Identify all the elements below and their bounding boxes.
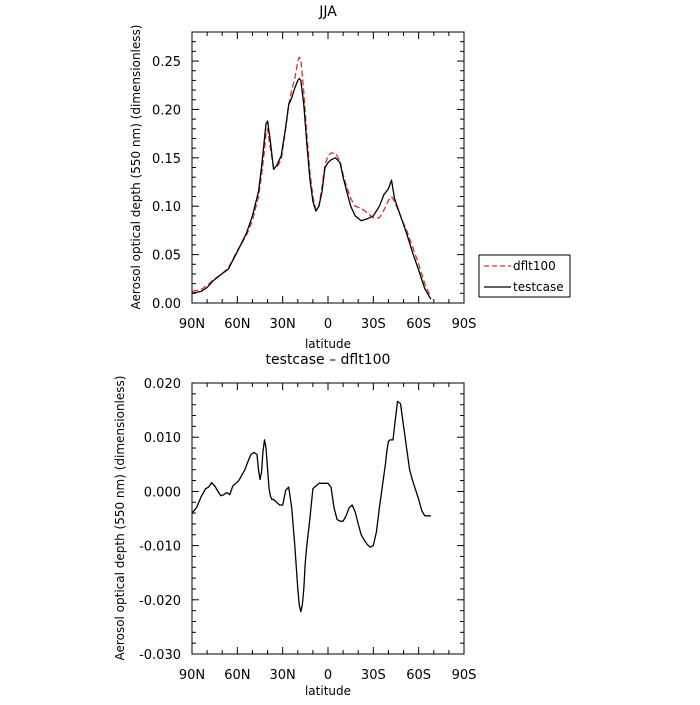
top-y-tick-label: 0.10 (152, 200, 181, 215)
top-series-line-dflt100 (191, 56, 432, 298)
top-series-line-testcase (191, 77, 432, 300)
bottom-x-axis-title: latitude (305, 684, 351, 698)
bottom-x-tick-label: 0 (324, 668, 332, 683)
bottom-x-tick-label: 30S (361, 668, 386, 683)
top-panel: JJA 90N 60N 30N 0 30S 60S 90S 0.00 0.05 0.10 0.15 0… (129, 4, 571, 351)
top-x-tick-label: 90N (179, 317, 205, 332)
bottom-y-tick-label: -0.030 (139, 648, 181, 663)
bottom-y-axis-title: Aerosol optical depth (550 nm) (dimensio… (113, 376, 127, 661)
bottom-axes: 90N 60N 30N 0 30S 60S 90S -0.030 -0.020 -0.010 0.0… (139, 377, 476, 683)
bottom-series-line-0 (191, 400, 431, 613)
bottom-x-tick-label: 90S (452, 668, 477, 683)
bottom-y-tick-label: 0.020 (144, 377, 181, 392)
bottom-y-tick-label: 0.000 (144, 485, 181, 500)
legend-label-dflt100: dflt100 (513, 259, 556, 273)
legend: dflt100 testcase (478, 254, 571, 298)
top-x-tick-label: 90S (452, 317, 477, 332)
top-y-tick-label: 0.05 (152, 249, 181, 264)
legend-label-testcase: testcase (513, 280, 564, 294)
top-x-tick-label: 30N (270, 317, 296, 332)
bottom-y-tick-label: -0.020 (139, 594, 181, 609)
bottom-x-tick-label: 30N (270, 668, 296, 683)
top-series-lines (191, 56, 432, 300)
bottom-panel: testcase – dflt100 90N 60N 30N 0 30S 60S 90S -0… (113, 352, 476, 698)
top-y-axis-title: Aerosol optical depth (550 nm) (dimensio… (129, 25, 143, 310)
bottom-y-tick-label: -0.010 (139, 540, 181, 555)
bottom-y-tick-label: 0.010 (144, 431, 181, 446)
top-y-tick-label: 0.15 (152, 152, 181, 167)
top-y-tick-label: 0.20 (152, 103, 181, 118)
bottom-plot-frame (191, 382, 465, 655)
top-y-tick-label: 0.00 (152, 297, 181, 312)
top-axes: 90N 60N 30N 0 30S 60S 90S 0.00 0.05 0.10 0.15 0.20 0… (152, 31, 477, 332)
top-x-axis-title: latitude (305, 337, 351, 351)
bottom-x-tick-label: 60N (224, 668, 250, 683)
bottom-chart-title: testcase – dflt100 (266, 352, 391, 368)
top-x-tick-label: 60N (224, 317, 250, 332)
legend-box (478, 254, 571, 298)
bottom-x-tick-label: 90N (179, 668, 205, 683)
bottom-series-lines (191, 400, 431, 613)
top-x-tick-label: 0 (324, 317, 332, 332)
top-y-tick-label: 0.25 (152, 55, 181, 70)
top-chart-title: JJA (318, 4, 337, 20)
top-x-tick-label: 30S (361, 317, 386, 332)
top-x-tick-label: 60S (406, 317, 431, 332)
bottom-x-tick-label: 60S (406, 668, 431, 683)
top-plot-frame (191, 31, 465, 304)
